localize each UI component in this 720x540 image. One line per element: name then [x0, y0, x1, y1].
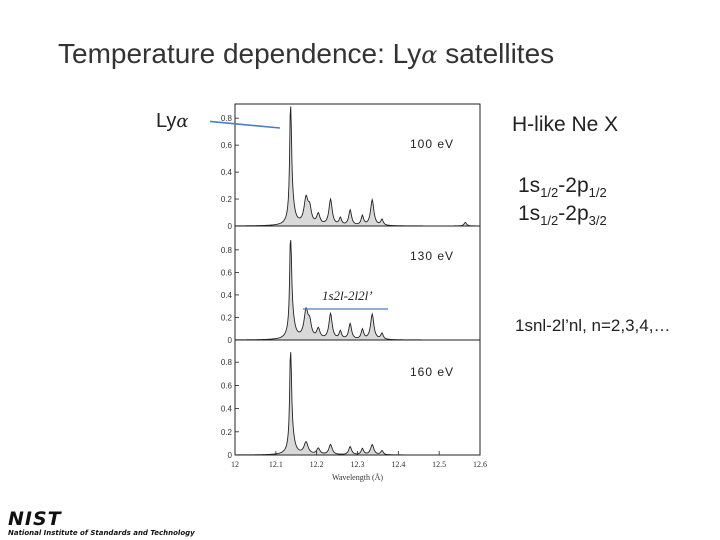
xtick-label-6: 12.6 [473, 460, 487, 469]
transition-label-2: 1s1/2-2p3/2 [518, 202, 607, 228]
xtick-label-1: 12.1 [269, 460, 283, 469]
nist-logo-subtitle: National Institute of Standards and Tech… [8, 529, 195, 537]
title-text: Temperature dependence: Ly [58, 38, 422, 69]
t2-b-sub: 3/2 [588, 213, 607, 229]
transition-label-1: 1s1/2-2p1/2 [518, 174, 607, 200]
ytick-label-3-0: 0 [228, 451, 233, 460]
lya-pointer-line [210, 120, 281, 129]
satellite-series-label: 1snl-2l’nl, n=2,3,4,… [515, 316, 671, 335]
t1-b-sub: 1/2 [588, 185, 607, 201]
ytick-label-2-3: 0.6 [221, 268, 233, 277]
title-suffix: satellites [437, 38, 555, 69]
xtick-label-5: 12.5 [432, 460, 446, 469]
t2-a-sub: 1/2 [540, 213, 559, 229]
spectra-plot: 0 0.2 0.4 0.6 0.8 0 0.2 0.4 0.6 0.8 0 0.2 0.4 0.6 0.8 1… [210, 103, 487, 482]
lya-greek: α [176, 111, 189, 132]
temperature-label-1: 100 eV [410, 137, 454, 151]
nist-logo-text: NIST [8, 508, 62, 530]
ytick-label-1-1: 0.2 [221, 195, 233, 204]
t2-a: 1s [518, 202, 541, 225]
lya-text: Ly [156, 110, 177, 132]
ytick-label-2-1: 0.2 [221, 313, 233, 322]
ytick-label-1-3: 0.6 [221, 141, 233, 150]
xtick-label-3: 12.3 [351, 460, 365, 469]
ytick-label-3-4: 0.8 [221, 358, 233, 367]
temperature-label-2: 130 eV [410, 249, 454, 263]
t2-b: -2p [558, 202, 589, 225]
spectrum-curve-2 [234, 240, 481, 341]
ytick-label-1-2: 0.4 [221, 168, 233, 177]
ytick-label-2-0: 0 [228, 336, 233, 345]
title-greek: α [421, 41, 438, 69]
satellite-inset-label: 1s2l-2l2l’ [322, 288, 373, 303]
xtick-label-4: 12.4 [391, 460, 405, 469]
xtick-label-0: 12 [231, 460, 239, 469]
ytick-label-1-0: 0 [228, 222, 233, 231]
slide-title: Temperature dependence: Lyα satellites [58, 38, 554, 70]
plot-frame [234, 103, 481, 456]
ytick-label-2-2: 0.4 [221, 291, 233, 300]
ytick-label-2-4: 0.8 [221, 246, 233, 255]
ytick-label-3-1: 0.2 [221, 428, 233, 437]
t1-a-sub: 1/2 [540, 185, 559, 201]
spectrum-curve-1 [234, 106, 481, 227]
nist-logo: NIST National Institute of Standards and… [8, 508, 195, 537]
t1-b: -2p [558, 174, 589, 197]
ytick-label-3-3: 0.6 [221, 381, 233, 390]
ytick-label-3-2: 0.4 [221, 405, 233, 414]
temperature-label-3: 160 eV [410, 365, 454, 379]
lya-label: Lyα [156, 110, 189, 133]
hlike-label: H-like Ne X [512, 113, 619, 136]
x-axis-label: Wavelength (Å) [332, 473, 383, 482]
xtick-label-2: 12.2 [310, 460, 324, 469]
t1-a: 1s [518, 174, 541, 197]
ytick-label-1-4: 0.8 [221, 114, 233, 123]
